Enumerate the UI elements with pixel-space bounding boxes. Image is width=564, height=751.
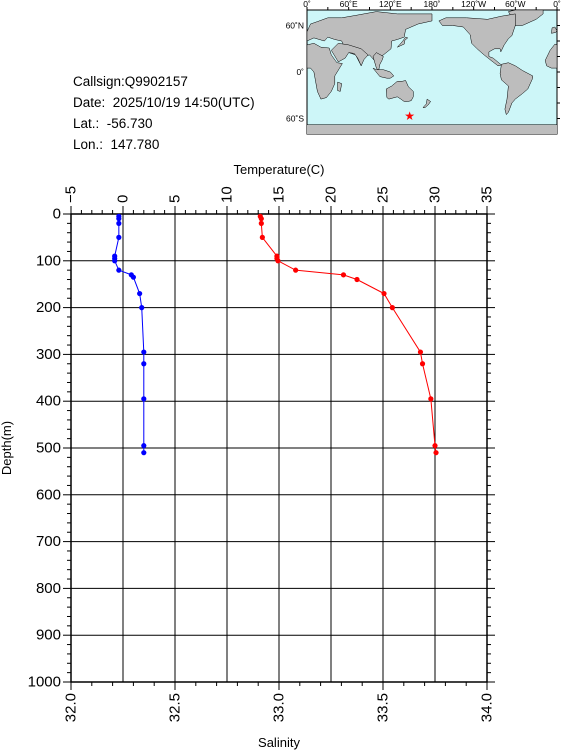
map-longitude-label: 0˚: [303, 0, 311, 9]
float-location-marker: ★: [404, 109, 415, 123]
depth-tick-label: 600: [36, 486, 61, 503]
map-latitude-label: 60˚N: [286, 21, 304, 31]
temperature-tick-label: 0: [115, 195, 132, 203]
temperature-point: [258, 216, 264, 222]
salinity-series: [112, 213, 147, 456]
map-frame: [306, 7, 560, 119]
arabia-india-land: [330, 43, 369, 67]
depth-tick-label: 900: [36, 627, 61, 644]
map-longitude-label: 60˚W: [505, 0, 525, 9]
depth-tick-labels: 0 100 200 300 400 500 600 700 800 900 1000: [28, 206, 61, 691]
salinity-point: [141, 349, 147, 355]
salinity-axis-title: Salinity: [258, 735, 300, 750]
temperature-point: [381, 290, 387, 297]
temperature-point: [433, 450, 439, 456]
uk-land: [551, 26, 558, 34]
salinity-point: [141, 443, 147, 449]
temperature-point: [428, 396, 434, 402]
salinity-tick-label: 32.0: [63, 693, 80, 722]
temperature-point: [417, 349, 424, 355]
temperature-point: [293, 267, 299, 273]
temperature-tick-label: 20: [323, 186, 340, 203]
temperature-point: [389, 305, 395, 311]
callsign-text: Callsign:Q9902157: [73, 74, 188, 89]
south-america-land: [499, 62, 533, 116]
map-longitude-label: 120˚E: [379, 0, 402, 9]
chart-grid: [70, 213, 488, 683]
temperature-tick-label: 10: [219, 186, 236, 203]
map-longitude-label: 180˚: [423, 0, 440, 9]
salinity-tick-label: 34.0: [479, 693, 496, 722]
depth-axis-title: Depth(m): [0, 421, 14, 475]
salinity-point: [139, 305, 145, 311]
profile-info: Callsign:Q9902157 Date: 2025/10/19 14:50…: [73, 71, 255, 155]
indonesia-land: [372, 67, 395, 79]
salinity-point: [141, 396, 147, 402]
salinity-point: [116, 234, 122, 240]
map-latitude-label: 0˚: [296, 67, 304, 77]
map-longitude-label: 120˚W: [461, 0, 486, 9]
plot-frame: [70, 213, 488, 683]
depth-tick-label: 500: [36, 440, 61, 457]
depth-tick-label: 1000: [28, 674, 61, 691]
temperature-axis-title: Temperature(C): [233, 162, 324, 177]
salinity-point: [116, 216, 122, 222]
temperature-tick-label: −5: [63, 186, 80, 203]
map-longitude-label: 60˚E: [340, 0, 358, 9]
temperature-point: [432, 443, 438, 449]
new-zealand-land: [422, 98, 431, 108]
map-longitude-labels: 0˚ 60˚E 120˚E 180˚ 120˚W 60˚W 0˚: [303, 0, 561, 9]
temperature-point: [259, 234, 265, 240]
temperature-point: [340, 272, 347, 278]
temperature-point: [258, 220, 264, 226]
location-map: 0˚ 60˚E 120˚E 180˚ 120˚W 60˚W 0˚ 60˚N 0˚ 60˚S ★: [286, 0, 561, 135]
latitude-text: Lat.: -56.730: [73, 116, 153, 131]
depth-tick-label: 300: [36, 346, 61, 363]
date-text: Date: 2025/10/19 14:50(UTC): [73, 95, 255, 110]
temperature-series: [257, 213, 439, 456]
map-land: [306, 9, 558, 134]
map-longitude-label: 0˚: [553, 0, 561, 9]
temperature-line: [259, 216, 437, 453]
north-america-land: [438, 13, 516, 67]
longitude-text: Lon.: 147.780: [73, 137, 160, 152]
depth-tick-label: 400: [36, 393, 61, 410]
salinity-point: [141, 361, 147, 367]
salinity-line: [114, 216, 145, 453]
temperature-tick-label: 30: [427, 186, 444, 203]
salinity-point: [141, 450, 147, 456]
salinity-point: [116, 267, 122, 273]
depth-tick-label: 0: [53, 206, 61, 223]
antarctica-land: [307, 124, 557, 134]
salinity-tick-label: 32.5: [167, 693, 184, 722]
salinity-point: [112, 258, 118, 264]
depth-tick-label: 200: [36, 299, 61, 316]
japan-land: [397, 36, 409, 48]
salinity-point: [130, 274, 136, 280]
depth-tick-label: 100: [36, 252, 61, 269]
australia-land: [385, 80, 414, 102]
madagascar-land: [337, 81, 342, 92]
temperature-tick-label: 25: [375, 186, 392, 203]
temperature-tick-labels: −5 0 5 10 15 20 25 30 35: [63, 186, 496, 203]
salinity-point: [116, 220, 122, 226]
eurasia-land: [306, 11, 433, 67]
salinity-tick-label: 33.0: [271, 693, 288, 722]
africa-land: [306, 43, 343, 100]
temperature-tick-label: 5: [167, 195, 184, 203]
temperature-point: [419, 361, 426, 367]
salinity-point: [137, 290, 143, 297]
depth-tick-label: 800: [36, 580, 61, 597]
temperature-tick-label: 15: [271, 186, 288, 203]
map-latitude-label: 60˚S: [286, 114, 304, 124]
temperature-point: [275, 258, 281, 264]
map-latitude-labels: 60˚N 0˚ 60˚S: [286, 21, 305, 124]
se-asia-land: [372, 52, 384, 72]
temperature-point: [354, 276, 360, 283]
salinity-tick-label: 33.5: [375, 693, 392, 722]
salinity-tick-labels: 32.0 32.5 33.0 33.5 34.0: [63, 693, 496, 722]
temperature-tick-label: 35: [479, 186, 496, 203]
depth-tick-label: 700: [36, 533, 61, 550]
